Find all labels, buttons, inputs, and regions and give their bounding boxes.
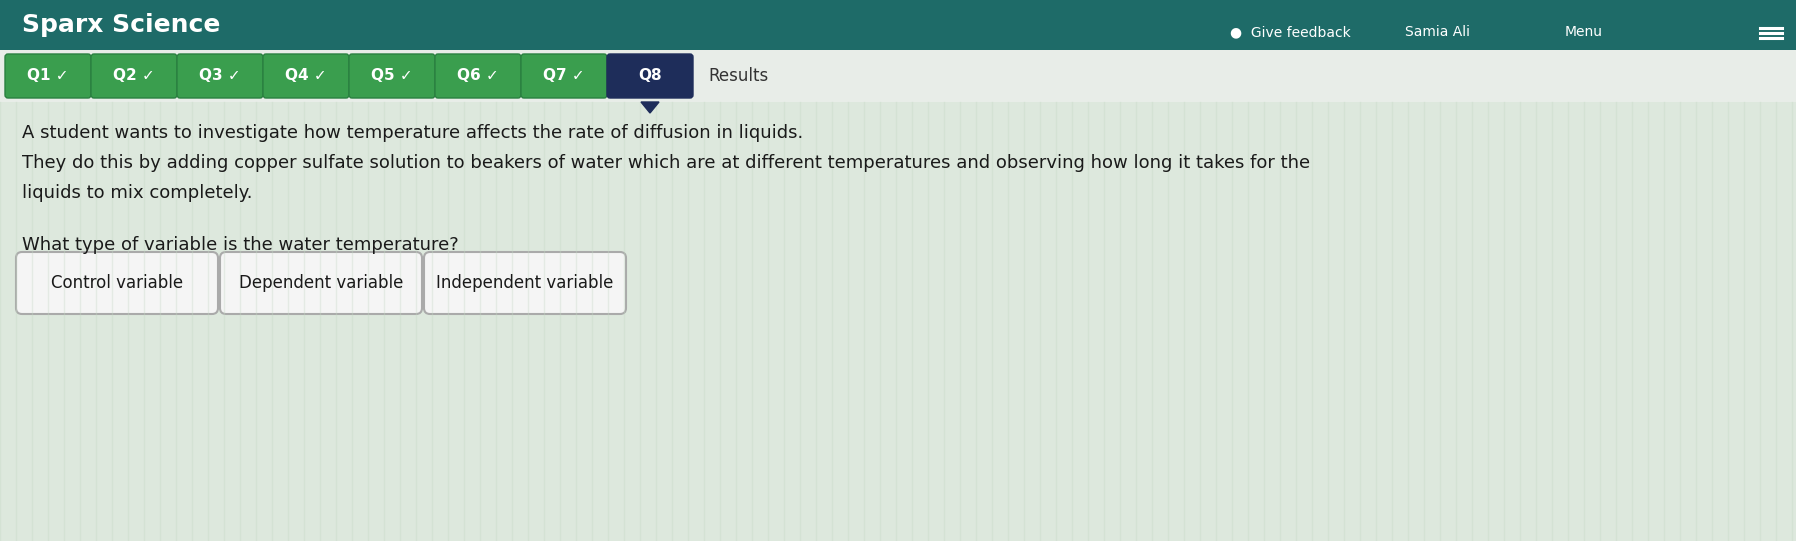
Text: Dependent variable: Dependent variable	[239, 274, 402, 292]
Text: They do this by adding copper sulfate solution to beakers of water which are at : They do this by adding copper sulfate so…	[22, 154, 1309, 172]
Text: Q1 ✓: Q1 ✓	[27, 69, 68, 83]
Text: Q7 ✓: Q7 ✓	[542, 69, 585, 83]
FancyBboxPatch shape	[348, 54, 435, 98]
FancyBboxPatch shape	[0, 0, 1796, 50]
Text: A student wants to investigate how temperature affects the rate of diffusion in : A student wants to investigate how tempe…	[22, 124, 803, 142]
FancyBboxPatch shape	[178, 54, 262, 98]
FancyBboxPatch shape	[435, 54, 521, 98]
FancyBboxPatch shape	[0, 50, 1796, 102]
FancyBboxPatch shape	[424, 252, 627, 314]
Text: Q2 ✓: Q2 ✓	[113, 69, 154, 83]
Text: Samia Ali: Samia Ali	[1404, 25, 1469, 39]
FancyBboxPatch shape	[92, 54, 178, 98]
Text: Q5 ✓: Q5 ✓	[372, 69, 413, 83]
FancyBboxPatch shape	[0, 102, 1796, 541]
Text: Q4 ✓: Q4 ✓	[286, 69, 327, 83]
Text: Sparx Science: Sparx Science	[22, 13, 221, 37]
Text: Results: Results	[708, 67, 769, 85]
Text: Q8: Q8	[638, 69, 661, 83]
FancyBboxPatch shape	[219, 252, 422, 314]
FancyBboxPatch shape	[521, 54, 607, 98]
Text: Q6 ✓: Q6 ✓	[458, 69, 499, 83]
Text: Independent variable: Independent variable	[436, 274, 614, 292]
Text: What type of variable is the water temperature?: What type of variable is the water tempe…	[22, 236, 458, 254]
FancyBboxPatch shape	[16, 252, 217, 314]
FancyBboxPatch shape	[262, 54, 348, 98]
FancyBboxPatch shape	[5, 54, 92, 98]
Text: Control variable: Control variable	[50, 274, 183, 292]
Text: Menu: Menu	[1564, 25, 1604, 39]
FancyBboxPatch shape	[607, 54, 693, 98]
Text: Q3 ✓: Q3 ✓	[199, 69, 241, 83]
Polygon shape	[641, 102, 659, 113]
Text: liquids to mix completely.: liquids to mix completely.	[22, 184, 253, 202]
Text: ●  Give feedback: ● Give feedback	[1230, 25, 1351, 39]
